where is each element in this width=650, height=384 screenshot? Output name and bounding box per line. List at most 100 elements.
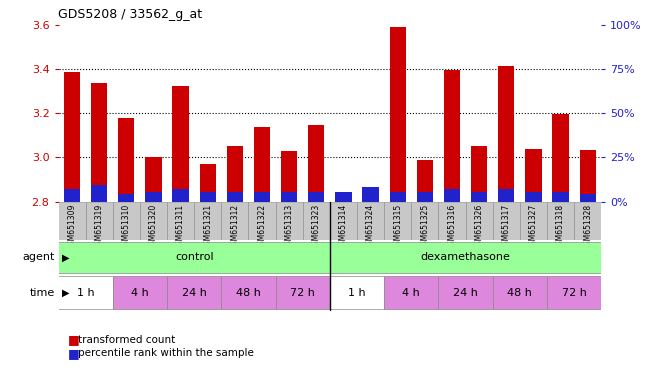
FancyBboxPatch shape xyxy=(547,202,574,240)
Bar xyxy=(444,189,460,202)
Text: GSM651312: GSM651312 xyxy=(230,204,239,250)
FancyBboxPatch shape xyxy=(58,202,86,240)
FancyBboxPatch shape xyxy=(411,202,439,240)
FancyBboxPatch shape xyxy=(140,202,167,240)
Bar xyxy=(91,83,107,202)
Bar xyxy=(580,150,596,202)
Text: 4 h: 4 h xyxy=(131,288,149,298)
FancyBboxPatch shape xyxy=(58,242,330,273)
Bar xyxy=(335,192,352,202)
FancyBboxPatch shape xyxy=(276,276,330,309)
Text: GSM651322: GSM651322 xyxy=(257,204,266,250)
Text: GSM651316: GSM651316 xyxy=(447,204,456,250)
FancyBboxPatch shape xyxy=(547,276,601,309)
Bar xyxy=(525,149,541,202)
FancyBboxPatch shape xyxy=(167,276,221,309)
Bar xyxy=(444,70,460,202)
FancyBboxPatch shape xyxy=(221,202,248,240)
Text: ■: ■ xyxy=(68,347,80,360)
Bar xyxy=(308,126,324,202)
Text: 4 h: 4 h xyxy=(402,288,420,298)
Bar xyxy=(118,194,135,202)
Bar xyxy=(525,192,541,202)
Text: GSM651313: GSM651313 xyxy=(285,204,294,250)
Text: 48 h: 48 h xyxy=(236,288,261,298)
Text: control: control xyxy=(175,252,213,262)
Text: dexamethasone: dexamethasone xyxy=(421,252,510,262)
Bar xyxy=(417,192,433,202)
FancyBboxPatch shape xyxy=(330,202,357,240)
Bar xyxy=(363,192,379,202)
Bar xyxy=(498,66,514,202)
Text: GDS5208 / 33562_g_at: GDS5208 / 33562_g_at xyxy=(58,8,203,21)
Text: GSM651327: GSM651327 xyxy=(529,204,538,250)
Bar xyxy=(227,192,243,202)
Text: GSM651314: GSM651314 xyxy=(339,204,348,250)
FancyBboxPatch shape xyxy=(493,202,520,240)
Bar xyxy=(64,189,80,202)
Text: GSM651328: GSM651328 xyxy=(583,204,592,250)
FancyBboxPatch shape xyxy=(303,202,330,240)
Text: 1 h: 1 h xyxy=(348,288,366,298)
Bar xyxy=(281,151,297,202)
FancyBboxPatch shape xyxy=(221,276,276,309)
FancyBboxPatch shape xyxy=(58,276,113,309)
Text: ▶: ▶ xyxy=(62,288,70,298)
Text: GSM651309: GSM651309 xyxy=(68,204,77,250)
Bar xyxy=(200,192,216,202)
Text: ▶: ▶ xyxy=(62,252,70,262)
Text: 24 h: 24 h xyxy=(182,288,207,298)
FancyBboxPatch shape xyxy=(113,202,140,240)
FancyBboxPatch shape xyxy=(439,276,493,309)
Text: agent: agent xyxy=(23,252,55,262)
Text: 72 h: 72 h xyxy=(562,288,586,298)
Bar xyxy=(227,146,243,202)
Text: transformed count: transformed count xyxy=(78,335,176,345)
FancyBboxPatch shape xyxy=(384,276,439,309)
Bar xyxy=(172,86,188,202)
Bar xyxy=(389,192,406,202)
Bar xyxy=(363,187,379,202)
Text: 72 h: 72 h xyxy=(291,288,315,298)
Bar xyxy=(335,192,352,202)
FancyBboxPatch shape xyxy=(248,202,276,240)
FancyBboxPatch shape xyxy=(167,202,194,240)
Text: GSM651318: GSM651318 xyxy=(556,204,565,250)
FancyBboxPatch shape xyxy=(113,276,167,309)
Text: GSM651311: GSM651311 xyxy=(176,204,185,250)
Text: time: time xyxy=(30,288,55,298)
Text: 24 h: 24 h xyxy=(453,288,478,298)
FancyBboxPatch shape xyxy=(520,202,547,240)
Text: ■: ■ xyxy=(68,333,80,346)
FancyBboxPatch shape xyxy=(330,276,384,309)
Text: GSM651317: GSM651317 xyxy=(502,204,511,250)
FancyBboxPatch shape xyxy=(439,202,465,240)
Bar xyxy=(118,118,135,202)
Bar xyxy=(552,192,569,202)
Bar xyxy=(91,185,107,202)
Bar xyxy=(172,189,188,202)
FancyBboxPatch shape xyxy=(194,202,221,240)
Text: percentile rank within the sample: percentile rank within the sample xyxy=(78,348,254,358)
Bar xyxy=(308,192,324,202)
Bar xyxy=(146,192,162,202)
Bar xyxy=(254,126,270,202)
Bar xyxy=(200,164,216,202)
Text: GSM651325: GSM651325 xyxy=(421,204,430,250)
FancyBboxPatch shape xyxy=(465,202,493,240)
Text: GSM651326: GSM651326 xyxy=(474,204,484,250)
Text: GSM651320: GSM651320 xyxy=(149,204,158,250)
Text: GSM651319: GSM651319 xyxy=(95,204,104,250)
Text: 48 h: 48 h xyxy=(508,288,532,298)
FancyBboxPatch shape xyxy=(276,202,303,240)
FancyBboxPatch shape xyxy=(357,202,384,240)
Text: GSM651315: GSM651315 xyxy=(393,204,402,250)
Bar xyxy=(389,27,406,202)
Bar xyxy=(498,189,514,202)
Bar xyxy=(146,157,162,202)
Bar xyxy=(254,192,270,202)
Bar xyxy=(471,146,488,202)
Bar xyxy=(281,192,297,202)
FancyBboxPatch shape xyxy=(384,202,411,240)
FancyBboxPatch shape xyxy=(86,202,113,240)
